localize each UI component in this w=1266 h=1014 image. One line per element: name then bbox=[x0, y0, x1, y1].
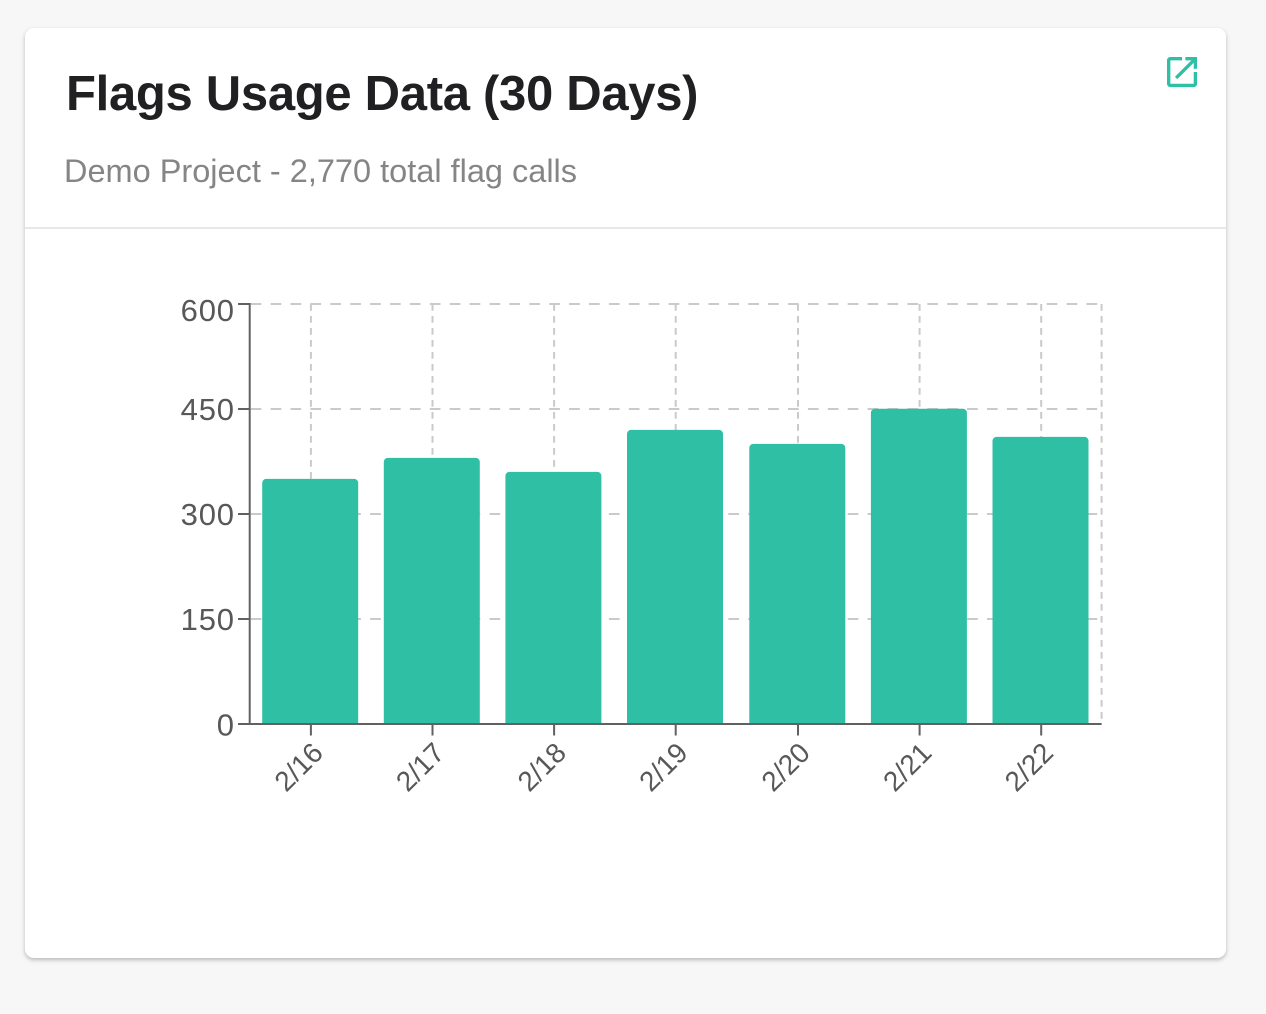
svg-text:2/22: 2/22 bbox=[999, 737, 1059, 797]
svg-text:600: 600 bbox=[181, 293, 235, 328]
svg-text:2/19: 2/19 bbox=[633, 737, 693, 797]
svg-text:2/17: 2/17 bbox=[390, 737, 450, 797]
svg-text:300: 300 bbox=[181, 497, 235, 532]
svg-text:450: 450 bbox=[181, 392, 235, 427]
svg-text:2/21: 2/21 bbox=[877, 737, 937, 797]
svg-text:0: 0 bbox=[217, 708, 235, 743]
svg-text:2/20: 2/20 bbox=[755, 737, 815, 797]
svg-text:2/18: 2/18 bbox=[512, 737, 572, 797]
svg-text:150: 150 bbox=[181, 602, 235, 637]
svg-text:2/16: 2/16 bbox=[268, 737, 328, 797]
